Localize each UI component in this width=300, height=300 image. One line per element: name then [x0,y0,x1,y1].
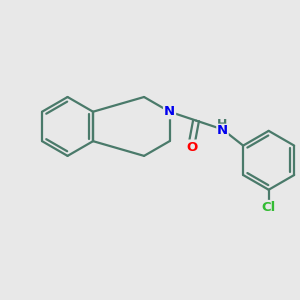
Text: N: N [217,124,228,137]
Text: O: O [186,141,197,154]
Text: H: H [218,118,228,131]
Text: Cl: Cl [262,201,276,214]
Text: N: N [164,105,175,118]
